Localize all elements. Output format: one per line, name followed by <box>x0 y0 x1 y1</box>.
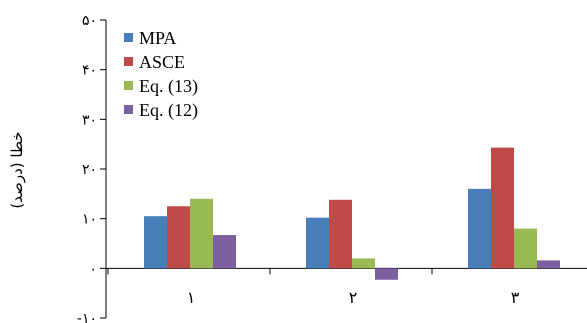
bar <box>491 147 514 269</box>
legend-swatch <box>124 81 133 90</box>
y-tick-label: ۰ <box>89 261 97 277</box>
bar <box>375 268 398 280</box>
bar <box>329 199 352 269</box>
y-tick-label: ۱۰ <box>82 212 97 228</box>
y-axis-label: خطا (درصد) <box>8 131 26 208</box>
legend: MPA ASCE Eq. (13) Eq. (12) <box>124 28 198 121</box>
bar <box>514 228 537 269</box>
y-tick-label: -۱۰ <box>77 311 97 323</box>
bar <box>352 258 375 269</box>
x-category-label: ۱ <box>187 288 196 307</box>
y-tick-label: ۴۰ <box>82 63 97 79</box>
x-category-label: ۳ <box>511 288 520 307</box>
legend-label: MPA <box>139 28 176 48</box>
bars <box>144 147 560 280</box>
y-tick-label: ۲۰ <box>82 162 97 178</box>
bar <box>306 217 329 269</box>
legend-swatch <box>124 33 133 42</box>
y-tick-label: ۵۰ <box>82 13 97 29</box>
y-ticks: -۱۰ ۰ ۱۰ ۲۰ ۳۰ ۴۰ ۵۰ <box>77 13 106 323</box>
bar <box>468 188 491 269</box>
x-category-labels: ۱ ۲ ۳ <box>187 288 520 307</box>
legend-swatch <box>124 57 133 66</box>
legend-label: Eq. (12) <box>139 100 198 121</box>
legend-swatch <box>124 105 133 114</box>
bar <box>167 206 190 269</box>
bar <box>537 260 560 269</box>
y-tick-label: ۳۰ <box>82 112 97 128</box>
bar <box>190 198 213 269</box>
legend-label: ASCE <box>139 52 185 72</box>
legend-label: Eq. (13) <box>139 76 198 97</box>
x-category-label: ۲ <box>349 288 358 307</box>
bar <box>144 216 167 269</box>
bar <box>213 235 236 269</box>
